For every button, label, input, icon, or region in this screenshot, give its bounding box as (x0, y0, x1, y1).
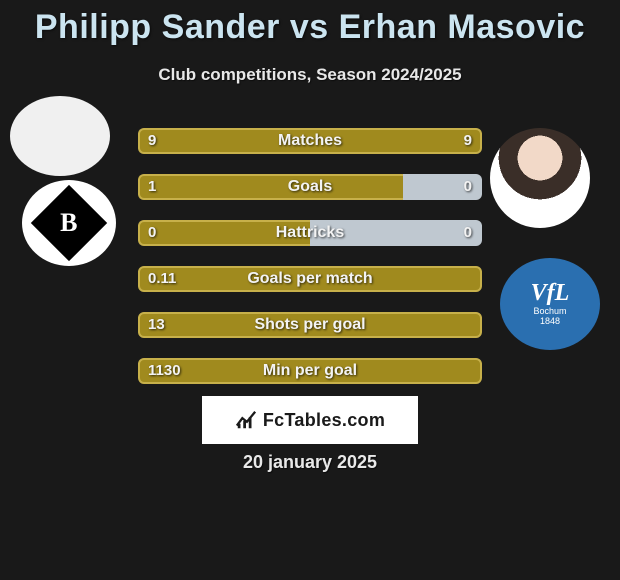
stat-row: Goals per match0.11 (138, 256, 482, 302)
stat-bar-left (138, 220, 310, 246)
chart-icon (235, 409, 257, 431)
comparison-subtitle: Club competitions, Season 2024/2025 (0, 65, 620, 85)
club-right-name: VfL (531, 281, 570, 305)
stat-value-left: 13 (148, 312, 165, 338)
stat-bar-left (138, 312, 482, 338)
stat-value-right: 0 (464, 174, 472, 200)
stat-bar-track (138, 358, 482, 384)
stat-value-left: 1130 (148, 358, 181, 384)
brand-text: FcTables.com (263, 410, 385, 431)
stat-row: Matches99 (138, 118, 482, 164)
stat-value-left: 9 (148, 128, 156, 154)
stat-row: Goals10 (138, 164, 482, 210)
stat-value-left: 0.11 (148, 266, 176, 292)
stat-bar-left (138, 266, 482, 292)
club-left-initial: B (60, 208, 77, 238)
stat-row: Hattricks00 (138, 210, 482, 256)
stat-row: Min per goal1130 (138, 348, 482, 394)
club-right-badge: VfL Bochum 1848 (500, 258, 600, 350)
club-left-badge: B (22, 180, 116, 266)
club-left-badge-inner: B (31, 185, 107, 261)
stat-row: Shots per goal13 (138, 302, 482, 348)
stat-bar-right (310, 220, 482, 246)
player-right-photo (490, 128, 590, 228)
stat-bar-track (138, 128, 482, 154)
stat-value-right: 0 (464, 220, 472, 246)
comparison-title: Philipp Sander vs Erhan Masovic (0, 0, 620, 47)
player-left-photo (10, 96, 110, 176)
stat-bar-track (138, 174, 482, 200)
snapshot-date: 20 january 2025 (0, 452, 620, 473)
stat-value-left: 1 (148, 174, 156, 200)
stat-bar-track (138, 266, 482, 292)
stat-bar-left (138, 128, 310, 154)
stat-bar-right (310, 128, 482, 154)
stat-bar-track (138, 220, 482, 246)
stat-bar-track (138, 312, 482, 338)
stat-value-left: 0 (148, 220, 156, 246)
stat-bar-left (138, 174, 403, 200)
club-right-city: Bochum 1848 (533, 307, 566, 327)
stats-chart: Matches99Goals10Hattricks00Goals per mat… (138, 118, 482, 394)
stat-bar-left (138, 358, 482, 384)
stat-value-right: 9 (464, 128, 472, 154)
brand-box: FcTables.com (202, 396, 418, 444)
